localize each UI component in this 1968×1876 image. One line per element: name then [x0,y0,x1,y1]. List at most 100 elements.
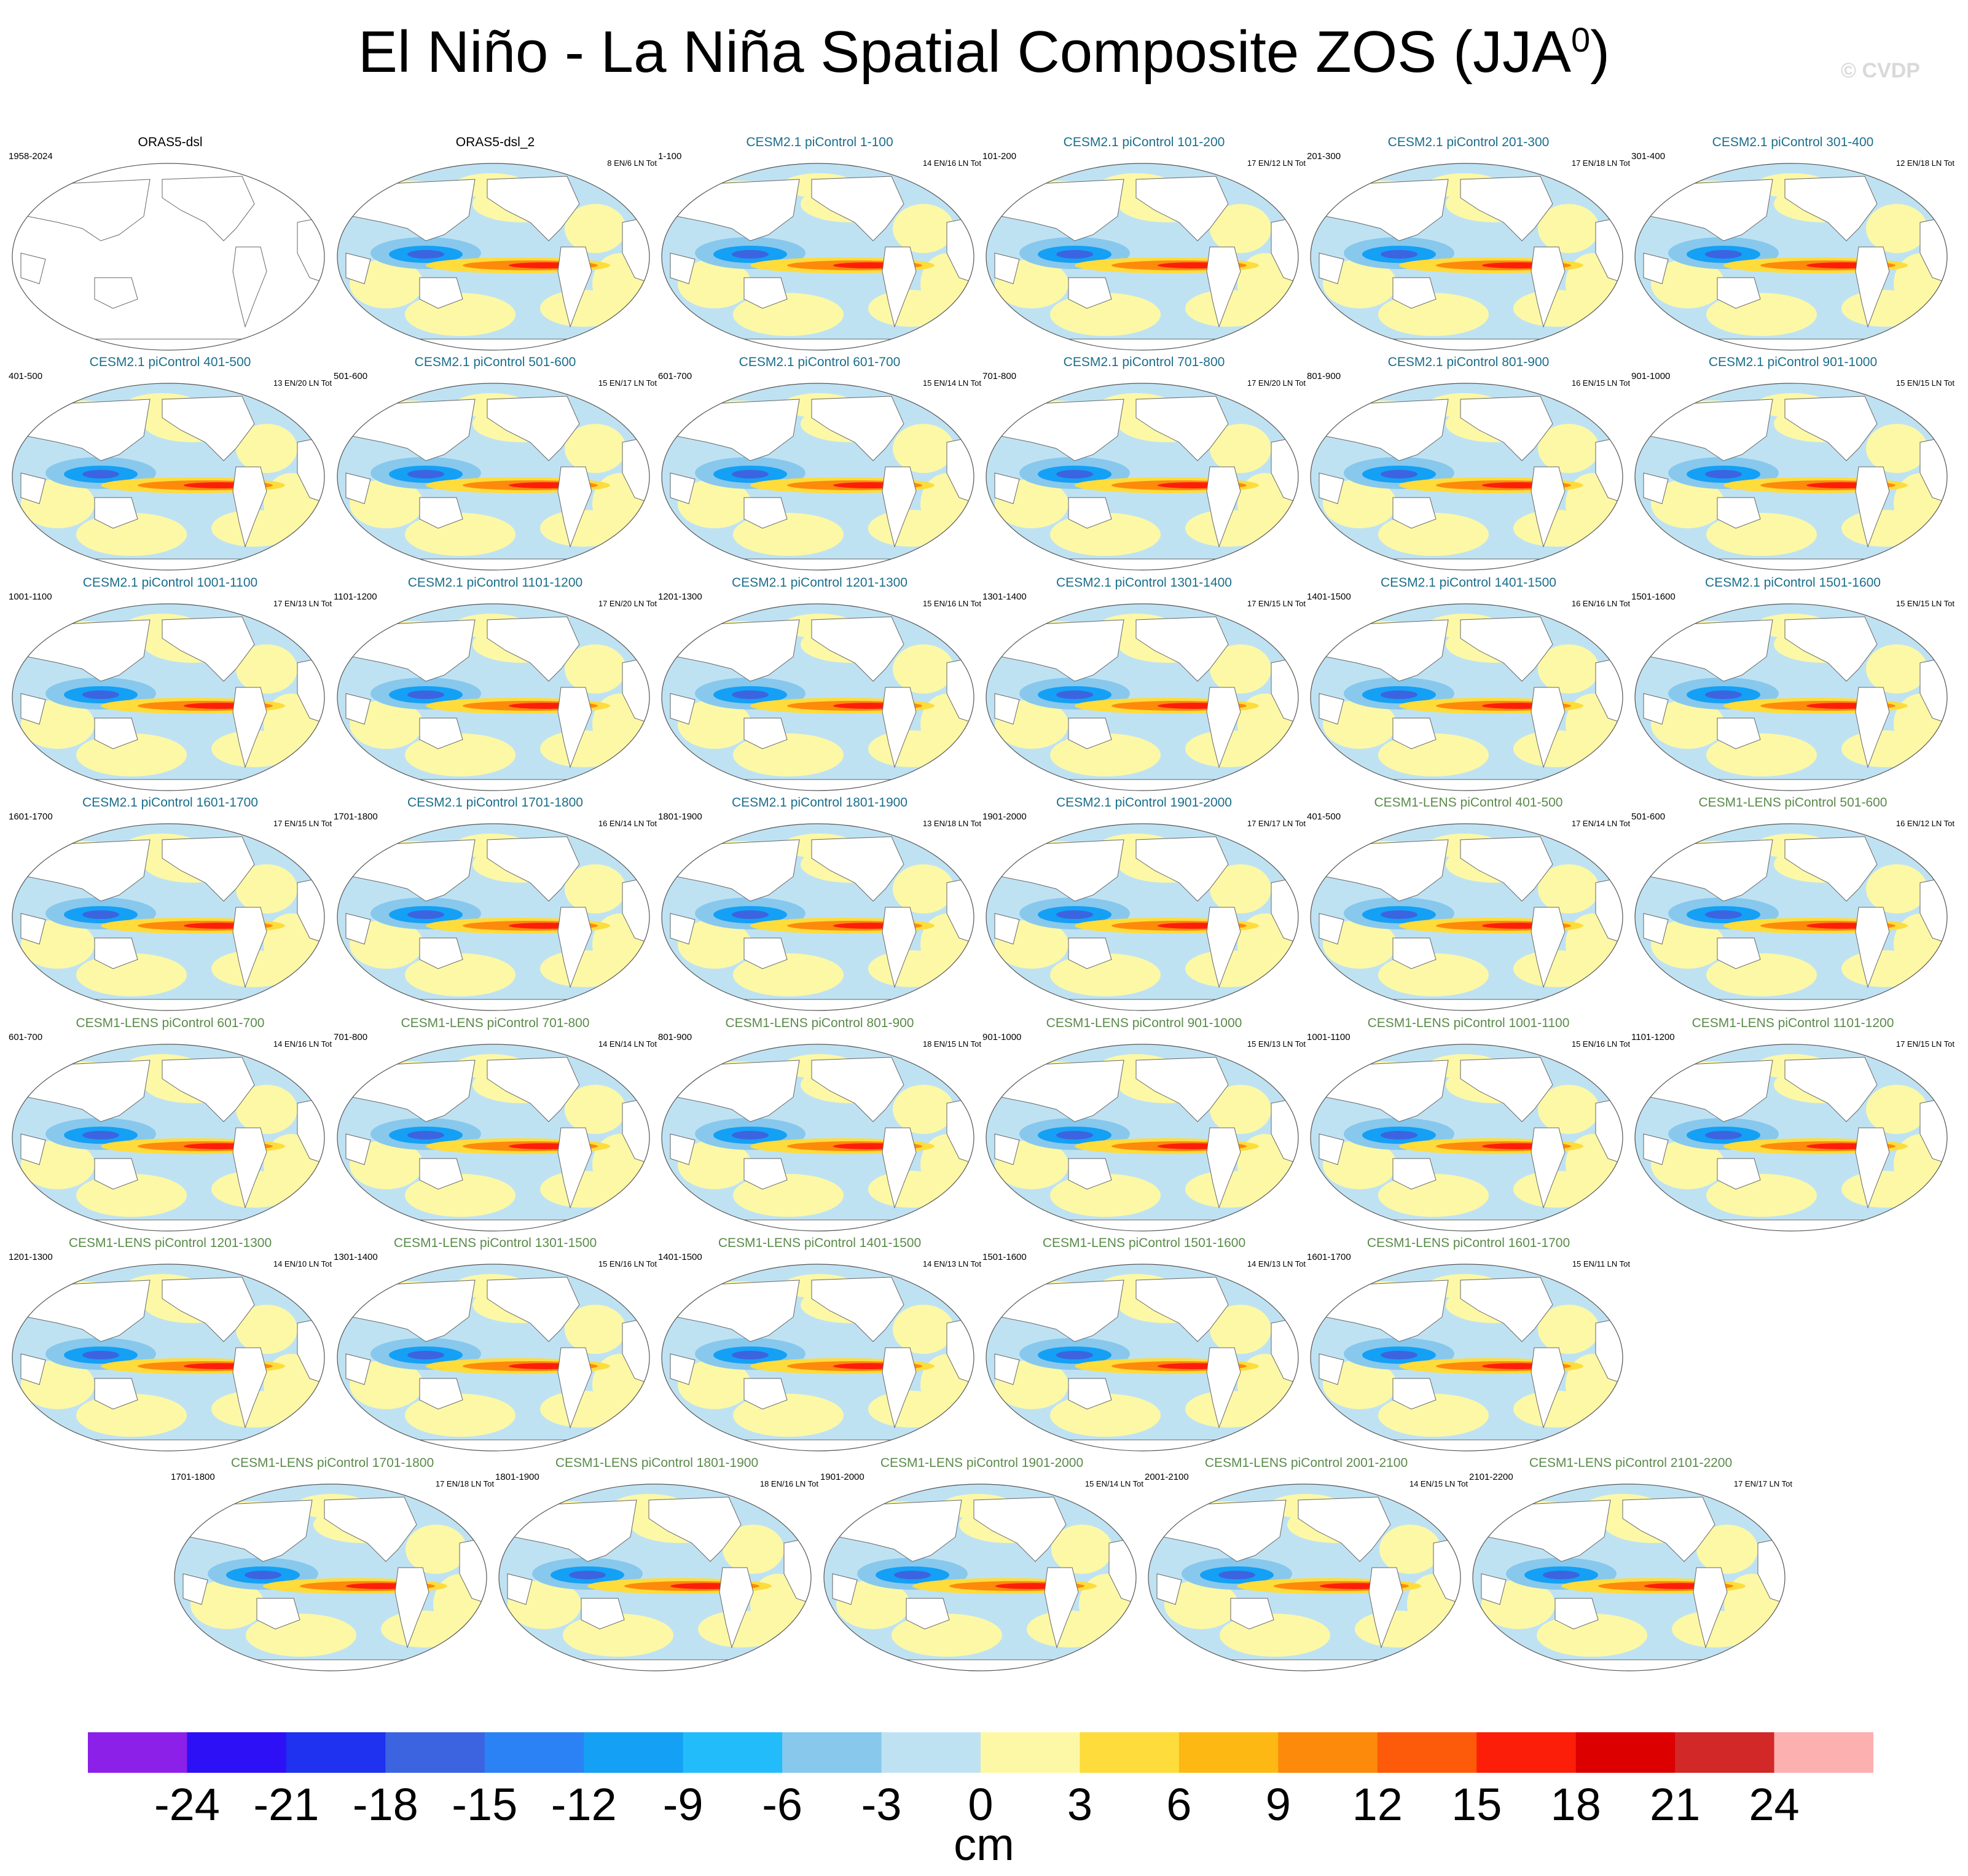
continent-outline [26,779,310,791]
positive-anomaly-patch [893,204,954,253]
panel-period-label: 1701-1800 [334,811,378,822]
continent-outline [676,338,960,350]
continent-outline [1649,1219,1933,1231]
continent-outline [1325,619,1449,682]
positive-anomaly-patch [1538,864,1599,913]
continent-outline [1481,1573,1507,1605]
map-panel: CESM1-LENS piControl 501-600 501-600 16 EN… [1631,795,1954,1015]
continent-outline [1230,1598,1274,1630]
continent-outline [94,277,138,309]
continent-outline [1206,687,1241,768]
continent-outline [1643,252,1669,284]
composite-map [986,383,1299,571]
composite-map [661,603,974,791]
negative-anomaly-max [1705,250,1742,259]
negative-anomaly-max [407,1131,444,1139]
positive-anomaly-patch [893,644,954,694]
negative-anomaly-max [732,1351,769,1359]
panel-title: CESM2.1 piControl 1401-1500 [1380,576,1556,590]
panel-period-label: 1958-2024 [9,151,53,162]
panel-title: CESM1-LENS piControl 1401-1500 [718,1236,922,1250]
continent-outline [994,252,1020,284]
composite-map [1310,823,1623,1011]
continent-outline [670,913,696,945]
positive-anomaly-patch [565,644,626,694]
positive-anomaly-patch [236,424,297,473]
map-border [661,163,974,351]
positive-anomaly-patch [836,1580,910,1629]
panel-title: CESM1-LENS piControl 2101-2200 [1529,1456,1733,1470]
continent-outline [1068,937,1112,969]
map-panel: CESM2.1 piControl 901-1000 901-1000 15 EN/… [1631,355,1954,575]
map-border [1310,383,1623,571]
panel-title: CESM2.1 piControl 1601-1700 [82,795,258,810]
panel-title: CESM2.1 piControl 301-400 [1712,135,1874,149]
continent-outline [232,466,267,548]
continent-outline [26,338,310,350]
composite-map [661,383,974,571]
negative-anomaly-max [1056,690,1093,699]
map-panel: ORAS5-dsl 1958-2024 [9,135,332,355]
continent-outline [1554,1598,1599,1630]
panel-period-label: 901-1000 [982,1032,1022,1042]
continent-outline [811,836,904,902]
colorbar-tick-label: 21 [1649,1779,1701,1830]
continent-outline [1135,176,1229,241]
negative-anomaly-max [732,470,769,479]
positive-anomaly-patch [1651,1140,1725,1189]
map-border [1310,1044,1623,1232]
continent-outline [670,252,696,284]
continent-outline [973,1496,1067,1562]
continent-outline [1000,619,1124,682]
continent-outline [811,616,904,682]
continent-outline [1717,1158,1761,1190]
panel-title: CESM1-LENS piControl 1001-1100 [1367,1016,1570,1030]
positive-anomaly-patch [678,479,751,528]
panel-title: CESM1-LENS piControl 1301-1500 [393,1236,597,1250]
continent-outline [1487,1499,1611,1562]
continent-outline [419,717,463,749]
continent-outline [676,999,960,1010]
map-border [12,603,325,791]
map-border [337,383,650,571]
map-border [661,1044,974,1232]
continent-outline [26,999,310,1010]
colorbar-tick-label: -3 [861,1779,902,1830]
continent-outline [670,472,696,504]
composite-map [661,1044,974,1232]
colorbar-tick-label: -18 [352,1779,418,1830]
composite-map [1634,383,1948,571]
panel-period-label: 501-600 [1631,811,1666,822]
continent-outline [1649,999,1933,1010]
negative-anomaly-max [82,1351,119,1359]
colorbar-tick-label: 12 [1352,1779,1403,1830]
map-panel: CESM2.1 piControl 1201-1300 1201-1300 15 E… [658,576,981,795]
positive-anomaly-patch [678,1140,751,1189]
positive-anomaly-patch [893,864,954,913]
map-panel: CESM1-LENS piControl 1001-1100 1001-1100 1… [1307,1016,1630,1236]
continent-outline [1531,1347,1566,1429]
continent-outline [232,1127,267,1209]
colorbar-segment [1774,1732,1873,1773]
map-border [986,823,1299,1011]
continent-outline [26,619,151,682]
positive-anomaly-patch [190,1580,264,1629]
positive-anomaly-patch [565,204,626,253]
panel-event-count: 14 EN/13 LN Tot [1247,1259,1306,1268]
composite-map [986,1044,1299,1232]
continent-outline [1855,907,1890,988]
continent-outline [1649,1060,1773,1122]
continent-outline [1784,1057,1878,1122]
negative-anomaly-max [1381,910,1417,919]
positive-anomaly-patch [1866,864,1927,913]
continent-outline [351,779,635,791]
continent-outline [1717,937,1761,969]
panel-event-count: 14 EN/16 LN Tot [273,1039,332,1049]
continent-outline [557,466,592,548]
colorbar-tick-label: -24 [154,1779,220,1830]
composite-map [661,1264,974,1452]
continent-outline [487,1057,580,1122]
continent-outline [882,1347,917,1429]
continent-outline [20,1353,46,1385]
map-panel: CESM1-LENS piControl 901-1000 901-1000 15 … [982,1016,1306,1236]
